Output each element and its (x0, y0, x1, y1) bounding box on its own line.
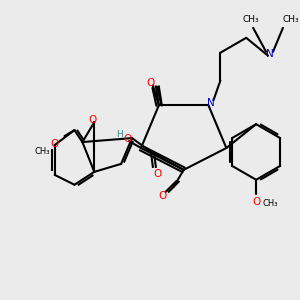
Text: H: H (116, 130, 122, 139)
Text: O: O (50, 139, 59, 149)
Text: O: O (88, 115, 97, 125)
Text: O: O (252, 196, 260, 207)
Text: CH₃: CH₃ (243, 15, 260, 24)
Text: CH₃: CH₃ (283, 15, 299, 24)
Text: O: O (147, 79, 155, 88)
Text: N: N (266, 49, 274, 59)
Text: CH₃: CH₃ (35, 148, 50, 157)
Text: N: N (207, 98, 214, 108)
Text: CH₃: CH₃ (262, 199, 278, 208)
Text: O: O (159, 191, 167, 201)
Text: O: O (123, 134, 131, 144)
Text: O: O (154, 169, 162, 179)
